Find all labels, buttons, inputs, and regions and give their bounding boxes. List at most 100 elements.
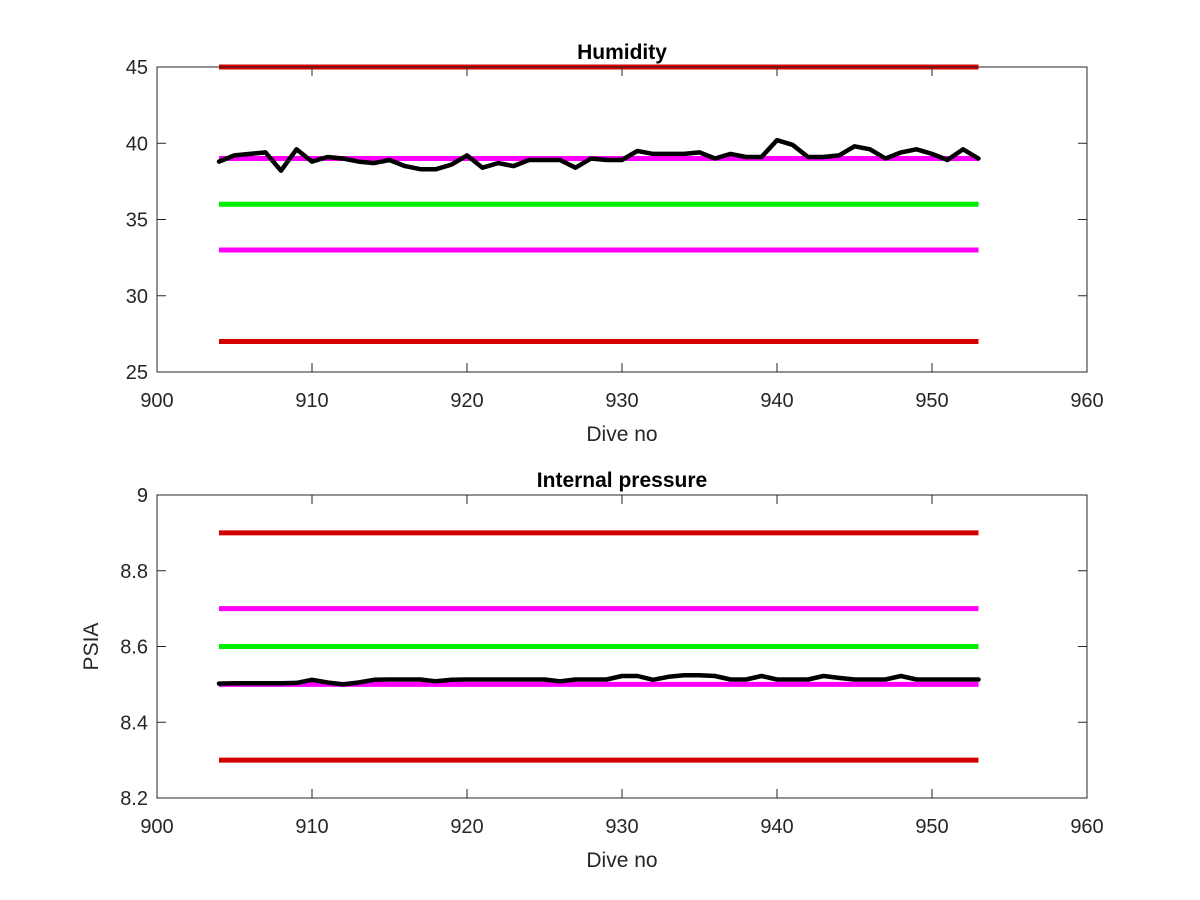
data-point — [931, 153, 933, 155]
data-point — [497, 162, 499, 164]
data-point — [482, 167, 483, 169]
y-tick-label: 8.4 — [120, 712, 148, 734]
data-point — [528, 678, 530, 680]
data-point — [792, 678, 793, 680]
data-point — [807, 678, 809, 680]
y-tick-label: 35 — [126, 210, 148, 232]
data-point — [776, 139, 778, 141]
data-point — [931, 678, 933, 680]
data-point — [668, 153, 669, 155]
y-tick-label: 40 — [126, 133, 148, 155]
data-point — [342, 683, 344, 685]
data-point — [559, 680, 561, 682]
data-point — [311, 161, 313, 163]
data-point — [916, 678, 917, 680]
data-point — [296, 148, 297, 150]
data-point — [730, 678, 731, 680]
data-point — [234, 154, 235, 156]
data-point — [606, 159, 607, 161]
x-tick-label: 960 — [1070, 390, 1103, 412]
data-point — [745, 678, 747, 680]
data-point — [962, 148, 964, 150]
data-point — [280, 682, 282, 684]
data-point — [280, 170, 282, 172]
y-tick-label: 45 — [126, 57, 148, 79]
x-tick-label: 910 — [295, 816, 328, 838]
data-point — [947, 678, 948, 680]
data-point — [652, 679, 654, 681]
data-point — [435, 168, 437, 170]
y-tick-label: 8.6 — [120, 637, 148, 659]
x-axis-label: Dive no — [586, 849, 657, 872]
data-point — [265, 682, 266, 684]
data-point — [311, 679, 313, 681]
x-tick-label: 920 — [450, 390, 483, 412]
data-point — [249, 153, 251, 155]
data-point — [327, 156, 328, 158]
x-tick-label: 940 — [760, 390, 793, 412]
data-point — [823, 675, 824, 677]
data-point — [451, 164, 452, 166]
data-point — [466, 154, 468, 156]
data-point — [234, 682, 235, 684]
data-point — [916, 148, 917, 150]
data-point — [528, 159, 530, 161]
data-point — [389, 159, 390, 161]
data-series-line-0 — [216, 137, 981, 173]
y-axis-label: PSIA — [80, 623, 103, 671]
data-point — [668, 676, 669, 678]
data-point — [714, 158, 716, 159]
data-point — [699, 674, 700, 676]
data-point — [869, 148, 871, 150]
data-point — [404, 165, 406, 167]
x-tick-label: 930 — [605, 390, 638, 412]
data-point — [761, 156, 762, 158]
y-tick-label: 9 — [137, 485, 148, 507]
data-point — [373, 162, 375, 164]
data-point — [451, 679, 452, 681]
data-point — [559, 159, 561, 161]
x-tick-label: 910 — [295, 390, 328, 412]
data-point — [606, 678, 607, 680]
y-tick-label: 8.8 — [120, 561, 148, 583]
data-point — [218, 683, 220, 685]
chart-title: Humidity — [577, 41, 667, 64]
x-tick-label: 930 — [605, 816, 638, 838]
internal-pressure-chart: 900 910 920 930 940 950 960 8.2 8.4 8.6 8.8 9 Intern… — [80, 469, 1104, 872]
data-point — [420, 678, 421, 680]
data-point — [265, 151, 266, 153]
data-point — [978, 678, 979, 680]
data-point — [544, 159, 545, 161]
data-point — [699, 151, 700, 153]
data-point — [621, 159, 623, 161]
data-point — [652, 153, 654, 155]
data-point — [575, 167, 576, 169]
data-point — [590, 158, 592, 159]
data-point — [296, 682, 297, 684]
data-point — [683, 153, 685, 155]
data-point — [838, 154, 840, 156]
data-point — [621, 675, 623, 677]
data-point — [838, 677, 840, 679]
data-point — [962, 678, 964, 680]
data-point — [389, 678, 390, 680]
data-point — [482, 678, 483, 680]
data-point — [497, 678, 499, 680]
y-tick-label: 25 — [126, 362, 148, 384]
data-point — [714, 675, 716, 677]
x-tick-label: 900 — [140, 816, 173, 838]
data-point — [869, 678, 871, 680]
data-point — [900, 151, 902, 153]
data-point — [466, 678, 468, 680]
x-tick-label: 950 — [915, 390, 948, 412]
data-point — [327, 681, 328, 683]
x-tick-label: 950 — [915, 816, 948, 838]
data-point — [404, 678, 406, 680]
data-point — [435, 680, 437, 682]
data-point — [513, 165, 514, 167]
data-point — [637, 675, 638, 677]
data-point — [575, 678, 576, 680]
data-point — [590, 678, 592, 680]
data-point — [218, 161, 220, 163]
